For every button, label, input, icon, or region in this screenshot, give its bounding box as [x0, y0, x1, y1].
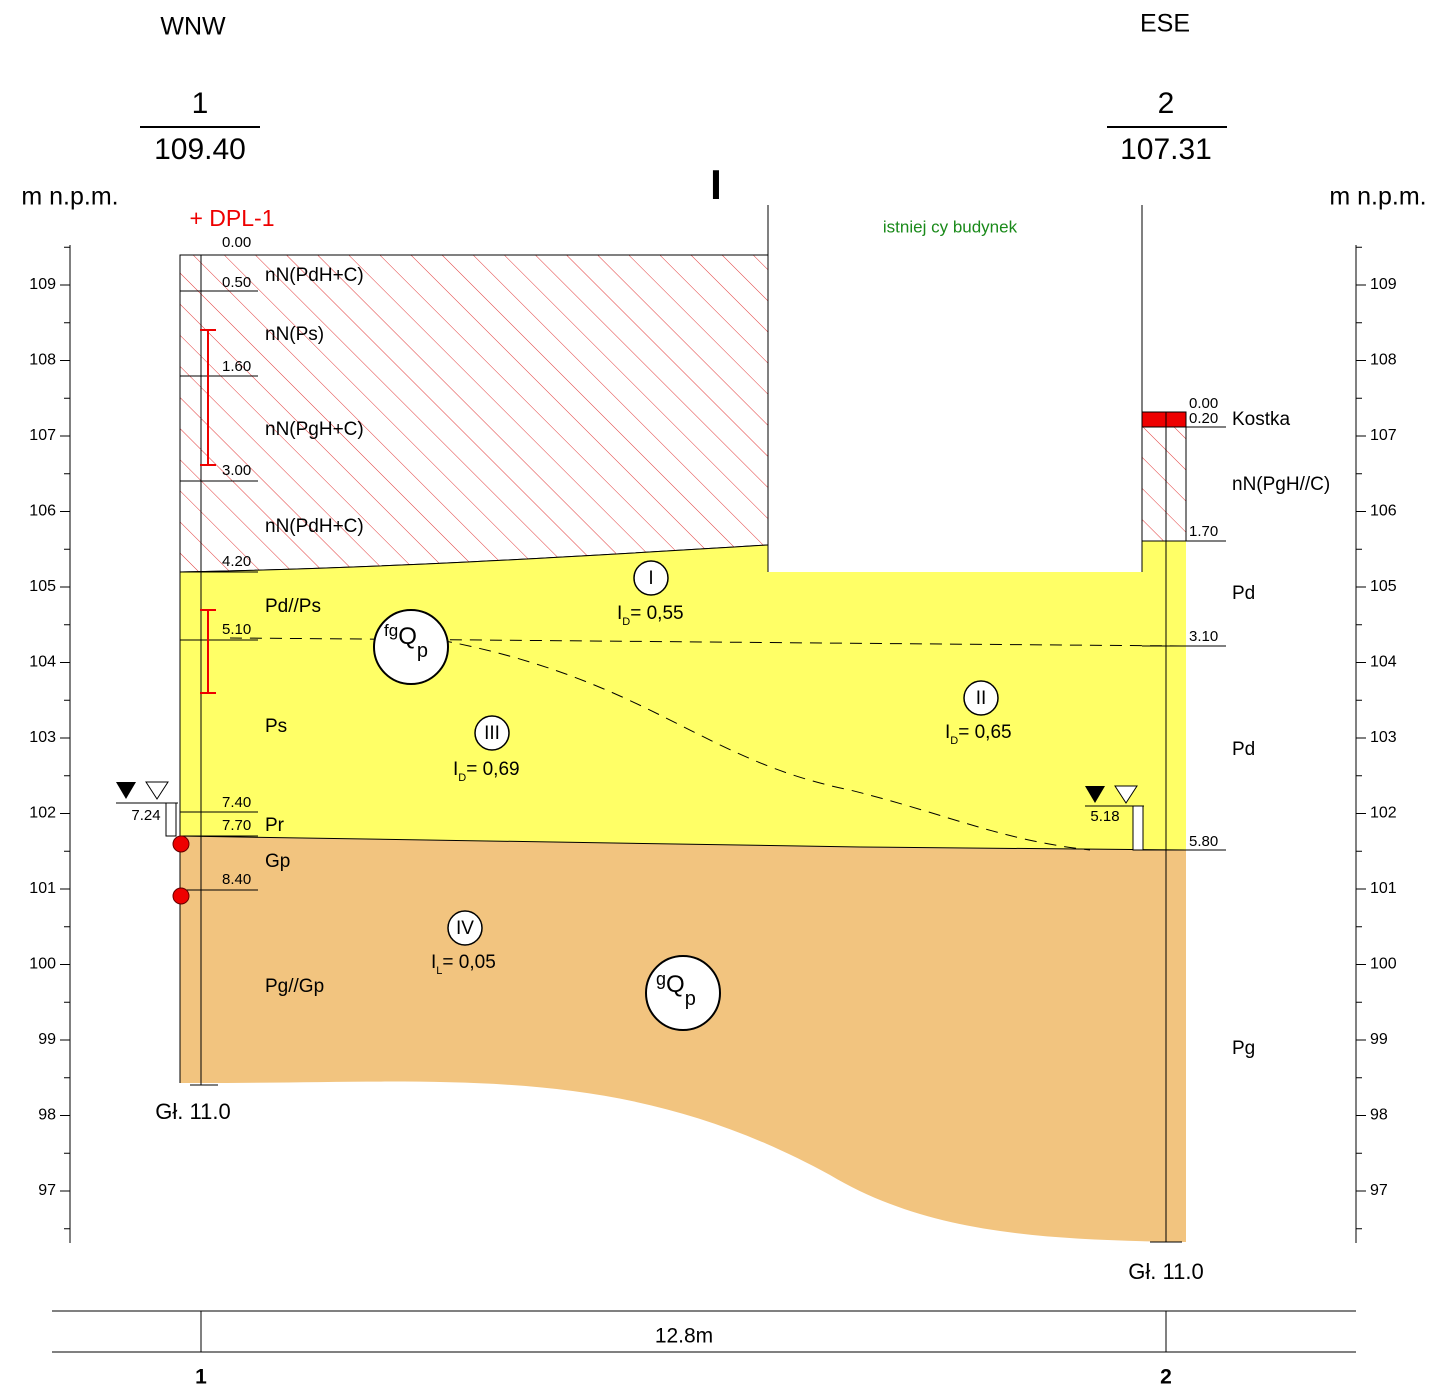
genesis-sub: p [685, 988, 696, 1010]
tick-label: 106 [1370, 503, 1397, 520]
genesis-main: Q [398, 623, 417, 650]
station: 1 [195, 1366, 207, 1389]
tick-label: 101 [1370, 880, 1397, 897]
tick-label: 99 [1370, 1031, 1388, 1048]
soil: nN(PgH//C) [1232, 474, 1330, 495]
soil: Pg//Gp [265, 976, 324, 997]
soil: Pd//Ps [265, 596, 321, 617]
borehole-number: 2 [1158, 87, 1175, 120]
tick-label: 100 [29, 956, 56, 973]
tick-label: 97 [1370, 1182, 1388, 1199]
station: 2 [1160, 1366, 1172, 1389]
tick-label: 103 [29, 729, 56, 746]
soil: nN(PdH+C) [265, 516, 364, 537]
param-sub: D [622, 616, 630, 628]
genesis-sup: g [656, 969, 666, 989]
soil: Pr [265, 815, 285, 836]
tick-label: 108 [1370, 352, 1397, 369]
tick-label: 108 [29, 352, 56, 369]
tick-label: 104 [1370, 654, 1397, 671]
tick-label: 105 [29, 578, 56, 595]
genesis-sup: fg [384, 621, 398, 640]
soil: nN(PgH+C) [265, 419, 364, 440]
depth: 7.70 [222, 817, 251, 834]
unit-label: m n.p.m. [21, 183, 118, 211]
tick-label: 109 [1370, 276, 1397, 293]
depth: 0.20 [1189, 410, 1218, 427]
soil: Pd [1232, 739, 1255, 760]
soil: Kostka [1232, 409, 1291, 430]
depth: 3.00 [222, 462, 251, 479]
borehole-elevation: 107.31 [1120, 133, 1212, 166]
depth: 5.10 [222, 621, 251, 638]
tick-label: 99 [38, 1031, 56, 1048]
tick-label: 109 [29, 276, 56, 293]
genesis-sub: p [417, 640, 428, 662]
depth: 7.40 [222, 794, 251, 811]
water-level: 5.18 [1090, 808, 1119, 825]
borehole-number: 1 [192, 87, 209, 120]
layer-id: I [648, 568, 653, 589]
depth: 1.70 [1189, 523, 1218, 540]
water-level: 7.24 [131, 807, 160, 824]
depth-total: Gł. 11.0 [155, 1099, 230, 1124]
distance: 12.8m [655, 1325, 713, 1348]
tick-label: 98 [38, 1107, 56, 1124]
param-sub: D [950, 735, 958, 747]
tick-label: 104 [29, 654, 56, 671]
depth-total: Gł. 11.0 [1128, 1259, 1203, 1284]
depth: 1.60 [222, 358, 251, 375]
tick-label: 97 [38, 1182, 56, 1199]
depths-2: 0.00 0.20 1.70 3.10 5.80 Kostka nN(PgH//… [1189, 395, 1330, 1059]
layer-id: IV [456, 918, 474, 939]
tick-label: 98 [1370, 1107, 1388, 1124]
tick-label: 102 [1370, 805, 1397, 822]
depth: 5.80 [1189, 833, 1218, 850]
soil-layers [180, 205, 1186, 1242]
genesis-main: Q [666, 971, 685, 998]
param-sub: D [458, 772, 466, 784]
depth: 8.40 [222, 871, 251, 888]
param-value: = 0,55 [630, 603, 683, 624]
tick-label: 107 [1370, 427, 1397, 444]
borehole-elevation: 109.40 [154, 133, 246, 166]
soil: Pd [1232, 583, 1255, 604]
tick-label: 100 [1370, 956, 1397, 973]
soil: nN(Ps) [265, 324, 324, 345]
soil: Gp [265, 851, 290, 872]
probe-label: + DPL-1 [189, 205, 274, 231]
depth: 3.10 [1189, 628, 1218, 645]
param-value: = 0,65 [958, 722, 1011, 743]
tick-label: 102 [29, 805, 56, 822]
direction-left: WNW [160, 13, 226, 41]
unit-label: m n.p.m. [1329, 183, 1426, 211]
tick-label: 105 [1370, 578, 1397, 595]
tick-label: 107 [29, 427, 56, 444]
section-label: I [710, 161, 722, 208]
param-value: = 0,05 [442, 952, 495, 973]
depth: 0.00 [222, 234, 251, 251]
tick-label: 101 [29, 880, 56, 897]
depth: 0.50 [222, 274, 251, 291]
layer-id: III [484, 723, 500, 744]
depth: 4.20 [222, 553, 251, 570]
layer-id: II [976, 688, 987, 709]
param-value: = 0,69 [466, 759, 519, 780]
tick-label: 103 [1370, 729, 1397, 746]
soil: Pg [1232, 1038, 1255, 1059]
soil: nN(PdH+C) [265, 265, 364, 286]
soil: Ps [265, 716, 287, 737]
building-label: istniej cy budynek [883, 217, 1018, 236]
direction-right: ESE [1140, 10, 1190, 38]
tick-label: 106 [29, 503, 56, 520]
cross-section: 109 109 108 108 107 107 106 106 105 105 104 104 103 1… [0, 0, 1448, 1389]
